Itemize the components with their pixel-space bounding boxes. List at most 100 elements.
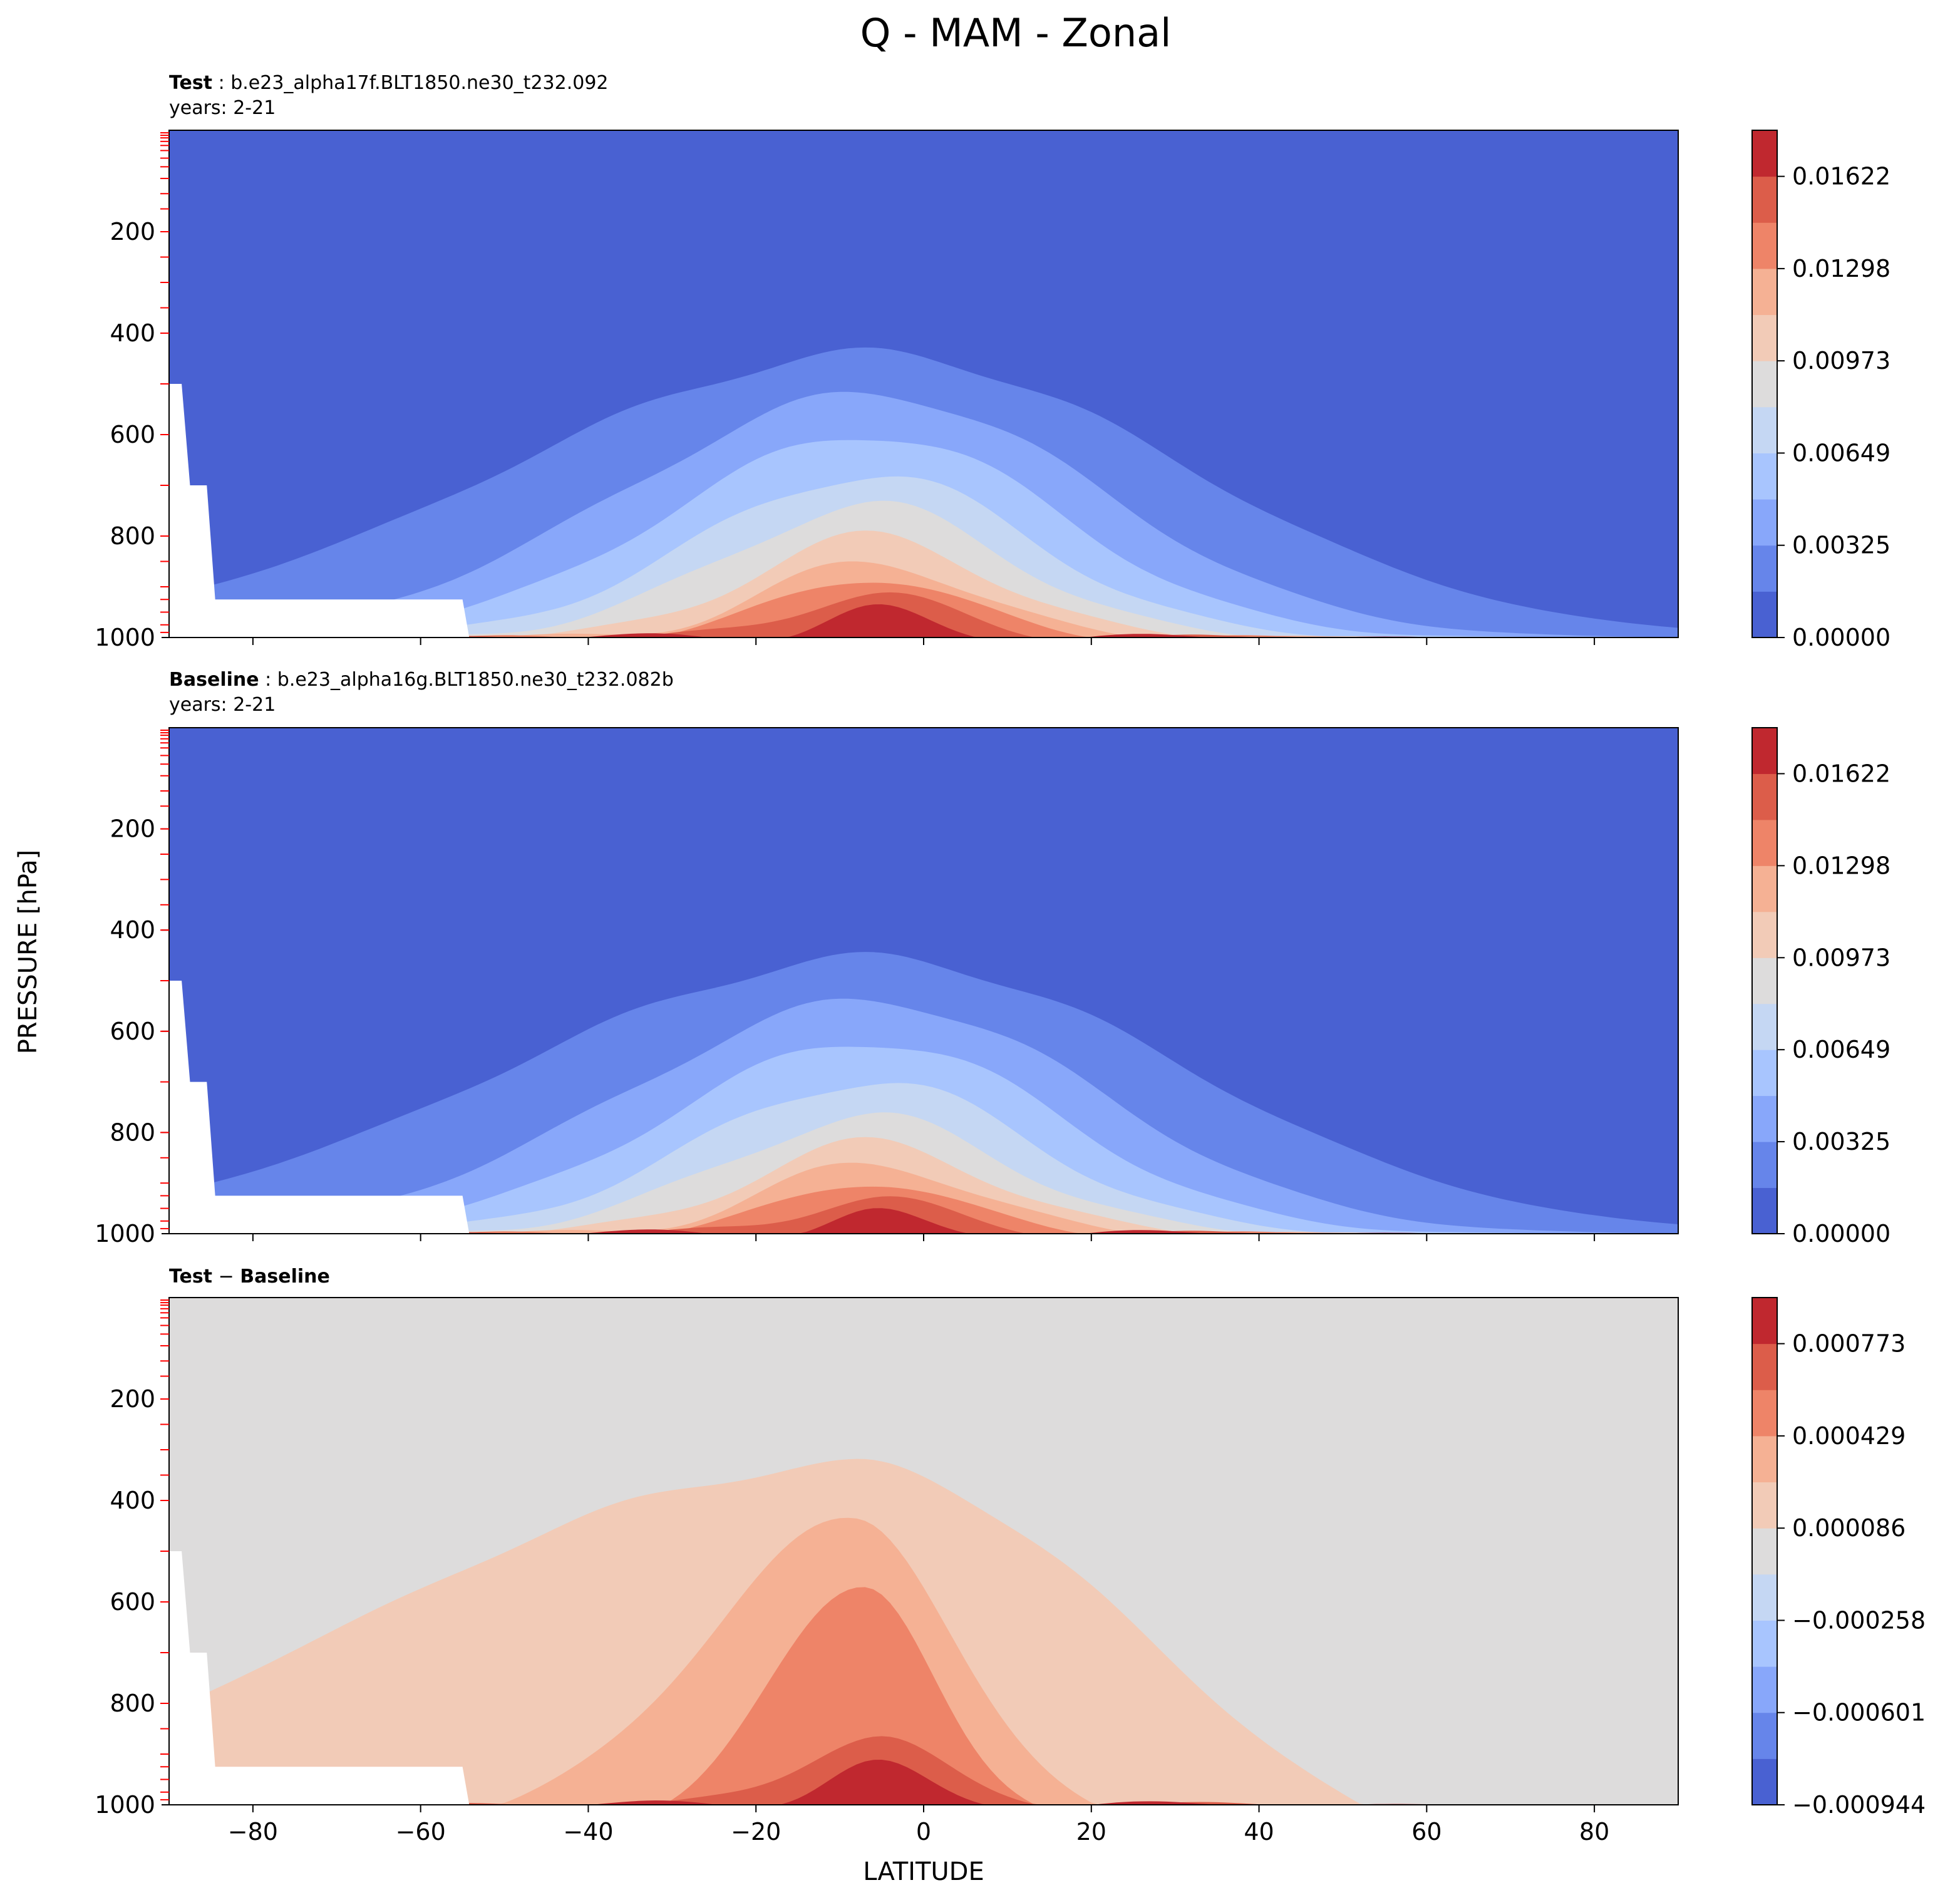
baseline-panel: Baseline : b.e23_alpha16g.BLT1850.ne30_t… xyxy=(95,669,1890,1247)
colorbar-segment xyxy=(1752,314,1777,361)
colorbar-tick-label: −0.000601 xyxy=(1792,1699,1926,1727)
colorbar: 0.01622 0.01298 0.00973 0.00649 0.00325 0.000… xyxy=(1751,727,1890,1247)
contour-band xyxy=(169,1587,1678,1805)
colorbar-tick-label: 0.01622 xyxy=(1792,760,1890,787)
colorbar-segment xyxy=(1752,361,1777,408)
colorbar-segment xyxy=(1752,406,1777,453)
colorbar-tick-label: 0.01298 xyxy=(1792,852,1890,879)
y-tick-label: 1000 xyxy=(95,624,155,651)
colorbar-segment xyxy=(1752,865,1777,912)
colorbar-segment xyxy=(1752,1712,1777,1759)
contour-band xyxy=(169,1196,1678,1234)
x-tick-label: 40 xyxy=(1244,1818,1274,1846)
colorbar-segment xyxy=(1752,1298,1777,1345)
x-tick-label: −60 xyxy=(396,1818,446,1846)
panel-title-bold: Baseline xyxy=(169,669,259,691)
test-panel: Test : b.e23_alpha17f.BLT1850.ne30_t232.… xyxy=(95,72,1890,651)
contour-plot xyxy=(168,1297,1679,1805)
colorbar-segment xyxy=(1752,591,1777,638)
colorbar-tick-label: 0.00000 xyxy=(1792,1220,1890,1247)
panel-title-minus: − xyxy=(212,1266,240,1288)
y-tick-label: 600 xyxy=(110,421,155,448)
y-tick-label: 600 xyxy=(110,1018,155,1045)
y-axis-label: PRESSURE [hPa] xyxy=(14,850,43,1054)
difference-panel: Test − Baseline 0.000773 0.000429 0.000086… xyxy=(95,1266,1926,1846)
contour-plot xyxy=(168,727,1679,1234)
panel-title: Baseline : b.e23_alpha16g.BLT1850.ne30_t… xyxy=(169,669,674,691)
y-tick-label: 800 xyxy=(110,1690,155,1717)
x-tick-label: 80 xyxy=(1579,1818,1609,1846)
colorbar-tick-label: 0.000429 xyxy=(1792,1422,1906,1450)
contour-band xyxy=(169,592,1678,638)
y-tick-label: 600 xyxy=(110,1588,155,1616)
colorbar-segment xyxy=(1752,1620,1777,1667)
colorbar-segment xyxy=(1752,773,1777,820)
x-axis-ticks: −80 −60 −40 −20 0 20 40 60 80 xyxy=(228,1805,1609,1846)
colorbar-segment xyxy=(1752,499,1777,546)
x-tick-label: 20 xyxy=(1076,1818,1106,1846)
x-tick-label: −80 xyxy=(228,1818,278,1846)
contour-band xyxy=(169,1208,1678,1234)
y-tick-label: 800 xyxy=(110,1118,155,1146)
y-tick-label: 400 xyxy=(110,916,155,944)
topography-mask xyxy=(169,981,470,1234)
colorbar-segment xyxy=(1752,911,1777,958)
colorbar-segment xyxy=(1752,1003,1777,1050)
colorbar-segment xyxy=(1752,545,1777,592)
colorbar-tick-label: 0.01622 xyxy=(1792,163,1890,190)
colorbar-segment xyxy=(1752,1758,1777,1805)
colorbar-segment xyxy=(1752,1574,1777,1621)
colorbar-segment xyxy=(1752,222,1777,269)
x-tick-label: −40 xyxy=(563,1818,613,1846)
colorbar-tick-label: −0.000258 xyxy=(1792,1606,1926,1634)
colorbar-segment xyxy=(1752,1050,1777,1097)
colorbar-segment xyxy=(1752,819,1777,866)
colorbar-segment xyxy=(1752,1666,1777,1713)
colorbar-tick-label: 0.00649 xyxy=(1792,1036,1890,1063)
colorbar-segment xyxy=(1752,1390,1777,1437)
x-axis-ticks xyxy=(252,1234,1596,1241)
panel-title-bold: Test xyxy=(169,1266,212,1288)
colorbar-tick-label: 0.000773 xyxy=(1792,1330,1906,1358)
panel-subtitle: years: 2-21 xyxy=(169,97,276,119)
topography-mask xyxy=(169,1551,470,1805)
panel-title: Test − Baseline xyxy=(169,1266,330,1288)
colorbar-segment xyxy=(1752,1435,1777,1483)
y-axis-ticks: 200 400 600 800 1000 xyxy=(95,1299,169,1819)
y-tick-label: 200 xyxy=(110,815,155,843)
panel-title-bold-2: Baseline xyxy=(240,1266,330,1288)
y-tick-label: 200 xyxy=(110,1385,155,1413)
topography-mask xyxy=(169,384,470,638)
figure-title: Q - MAM - Zonal xyxy=(860,10,1172,56)
colorbar: 0.01622 0.01298 0.00973 0.00649 0.00325 0.000… xyxy=(1751,130,1890,651)
x-tick-label: 0 xyxy=(916,1818,931,1846)
y-tick-label: 1000 xyxy=(95,1791,155,1819)
panel-title-case: : b.e23_alpha17f.BLT1850.ne30_t232.092 xyxy=(212,72,608,94)
colorbar-tick-label: 0.00649 xyxy=(1792,439,1890,467)
colorbar-tick-label: 0.00973 xyxy=(1792,944,1890,971)
contour-band xyxy=(169,1760,1678,1805)
contour-plot xyxy=(168,130,1679,638)
colorbar-tick-label: 0.00325 xyxy=(1792,1128,1890,1155)
x-tick-label: 60 xyxy=(1411,1818,1442,1846)
colorbar-segment xyxy=(1752,453,1777,500)
panel-title-case: : b.e23_alpha16g.BLT1850.ne30_t232.082b xyxy=(259,669,674,691)
panel-subtitle: years: 2-21 xyxy=(169,694,276,716)
y-tick-label: 200 xyxy=(110,218,155,245)
panel-title-bold: Test xyxy=(169,72,212,94)
colorbar-tick-label: 0.00000 xyxy=(1792,624,1890,651)
colorbar-segment xyxy=(1752,728,1777,774)
colorbar-tick-label: 0.00973 xyxy=(1792,347,1890,374)
y-axis-ticks: 200 400 600 800 1000 xyxy=(95,730,169,1247)
colorbar-segment xyxy=(1752,1343,1777,1390)
colorbar-segment xyxy=(1752,268,1777,316)
colorbar-segment xyxy=(1752,130,1777,177)
colorbar: 0.000773 0.000429 0.000086 −0.000258 −0.0006… xyxy=(1751,1297,1926,1819)
x-axis-label: LATITUDE xyxy=(863,1857,984,1886)
colorbar-segment xyxy=(1752,176,1777,223)
colorbar-frame xyxy=(1751,727,1778,1234)
colorbar-segment xyxy=(1752,958,1777,1004)
colorbar-tick-label: 0.000086 xyxy=(1792,1514,1906,1542)
y-tick-label: 400 xyxy=(110,319,155,347)
y-tick-label: 1000 xyxy=(95,1220,155,1247)
